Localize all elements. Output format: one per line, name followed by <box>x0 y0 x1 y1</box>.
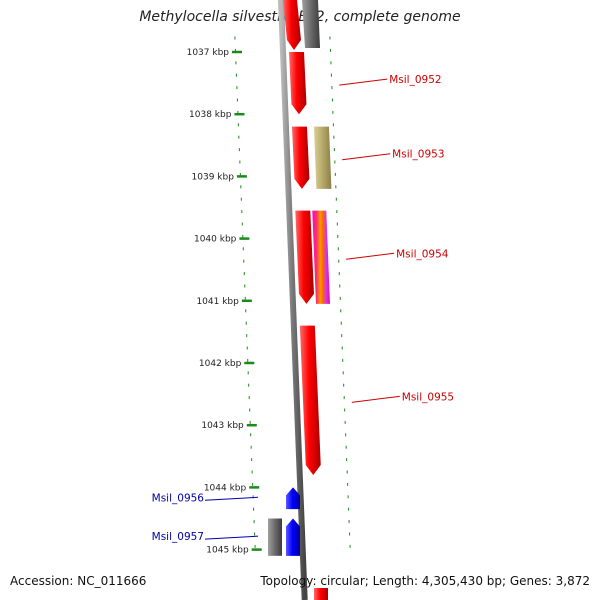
scale-tick: 1038 kbp <box>189 110 245 120</box>
gene-label-msil_0952: Msil_0952 <box>339 74 442 86</box>
gene-label-text: Msil_0953 <box>392 149 444 161</box>
sequence-backbone <box>277 0 308 600</box>
leader-line <box>339 78 388 86</box>
scale-tick-label: 1041 kbp <box>196 297 239 307</box>
gene-label-text: Msil_0952 <box>389 74 441 86</box>
gene-arrow-partial <box>283 0 301 50</box>
scale-tick: 1042 kbp <box>199 359 255 369</box>
leader-line <box>342 153 391 161</box>
gene-label-msil_0956: Msil_0956 <box>152 492 259 504</box>
gene-arrow-msil_0957 <box>286 518 300 556</box>
right-ruler <box>329 36 351 548</box>
left-ruler <box>234 36 256 548</box>
gene-label-msil_0953: Msil_0953 <box>342 149 445 161</box>
scale-tick-label: 1044 kbp <box>204 483 247 493</box>
gene-label-msil_0954: Msil_0954 <box>346 248 449 260</box>
scale-tick: 1037 kbp <box>187 48 242 58</box>
map-panel <box>226 30 367 565</box>
feature-partial <box>302 0 320 48</box>
scale-tick-label: 1043 kbp <box>201 421 244 431</box>
scale-tick: 1039 kbp <box>192 172 247 182</box>
scale-tick-label: 1038 kbp <box>189 110 232 120</box>
leader-line <box>204 535 259 540</box>
gene-arrow-partial <box>314 588 328 600</box>
gene-arrow-msil_0952 <box>289 52 307 115</box>
scale-tick-label: 1037 kbp <box>187 48 230 58</box>
leader-line <box>351 395 400 403</box>
gene-arrow-msil_0956 <box>286 487 300 510</box>
map-title: Methylocella silvestris BL2, complete ge… <box>139 9 461 25</box>
scale-tick: 1044 kbp <box>204 483 260 493</box>
scale-tick-label: 1045 kbp <box>206 546 249 556</box>
scale-tick-label: 1040 kbp <box>194 235 237 245</box>
accession-label: Accession: NC_011666 <box>10 574 147 588</box>
scale-tick-label: 1042 kbp <box>199 359 242 369</box>
scale-tick: 1043 kbp <box>201 421 257 431</box>
domain-band <box>312 210 330 304</box>
leader-line <box>346 252 395 260</box>
gene-label-text: Msil_0957 <box>152 531 204 543</box>
gene-arrow-msil_0953 <box>291 126 310 189</box>
scale-tick: 1041 kbp <box>196 297 252 307</box>
gene-label-text: Msil_0954 <box>396 248 449 260</box>
scale-tick: 1040 kbp <box>194 235 250 245</box>
gene-label-text: Msil_0956 <box>152 492 205 504</box>
gene-arrow-msil_0955 <box>299 325 321 475</box>
leader-line <box>204 496 259 501</box>
gene-arrow-msil_0954 <box>295 210 314 304</box>
gene-label-msil_0957: Msil_0957 <box>152 531 259 543</box>
gene-label-msil_0955: Msil_0955 <box>351 391 454 403</box>
domain-band <box>313 126 332 189</box>
genome-summary: Topology: circular; Length: 4,305,430 bp… <box>260 574 590 588</box>
scale-tick: 1045 kbp <box>206 546 262 556</box>
scale-tick-label: 1039 kbp <box>192 172 235 182</box>
feature-block <box>268 518 282 556</box>
gene-label-text: Msil_0955 <box>402 391 454 403</box>
